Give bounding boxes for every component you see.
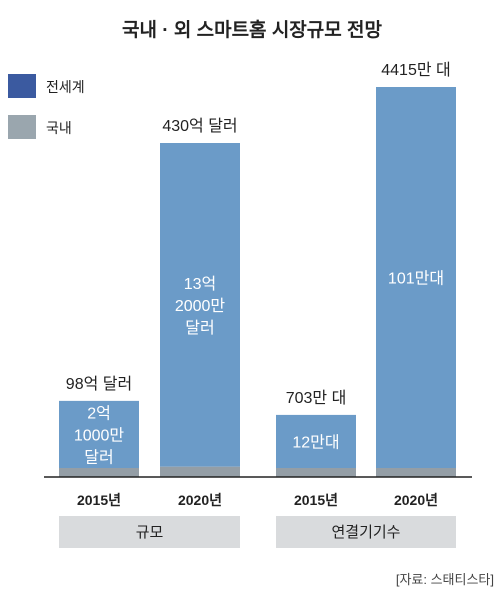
bar-top-label-g1-b0: 703만 대 [286,389,347,407]
bar-top-label-g0-b0: 98억 달러 [66,375,132,393]
source-note: [자료: 스태티스타] [396,572,494,587]
bar-domestic-g0-b0 [59,468,139,477]
bar-world-g0-b1 [160,143,240,467]
x-tick-g1-b0: 2015년 [294,492,338,508]
bar-top-label-g0-b1: 430억 달러 [162,117,237,135]
bar-inner-label-g0-b1-0: 13억 [184,275,217,293]
x-tick-g1-b1: 2020년 [394,492,438,508]
legend-swatch-world [8,74,36,98]
group-label-1: 연결기기수 [331,524,400,541]
group-label-0: 규모 [136,524,164,541]
bar-world-g1-b0 [276,414,356,468]
bar-domestic-g1-b1 [376,468,456,477]
group-box-1 [276,516,456,548]
bar-top-label-g1-b1: 4415만 대 [381,61,450,79]
bar-inner-label-g0-b1-2: 달러 [185,319,214,337]
bar-domestic-g1-b0 [276,468,356,477]
legend-label-world: 전세계 [46,79,85,95]
bar-inner-label-g0-b0-0: 2억 [87,404,111,422]
x-tick-g0-b0: 2015년 [77,492,121,508]
bar-world-g1-b1 [376,87,456,468]
bar-inner-label-g1-b1-0: 101만대 [388,270,444,288]
legend-label-domestic: 국내 [46,120,72,136]
bar-domestic-g0-b1 [160,466,240,477]
bar-inner-label-g0-b0-2: 달러 [84,448,113,466]
x-tick-g0-b1: 2020년 [178,492,222,508]
legend-swatch-domestic [8,115,36,139]
bar-inner-label-g1-b0-0: 12만대 [292,433,339,451]
chart-title: 국내 · 외 스마트홈 시장규모 전망 [122,18,382,41]
bar-inner-label-g0-b1-1: 2000만 [175,297,226,315]
bar-world-g0-b0 [59,400,139,468]
group-box-0 [59,516,240,548]
bar-inner-label-g0-b0-1: 1000만 [74,426,125,444]
